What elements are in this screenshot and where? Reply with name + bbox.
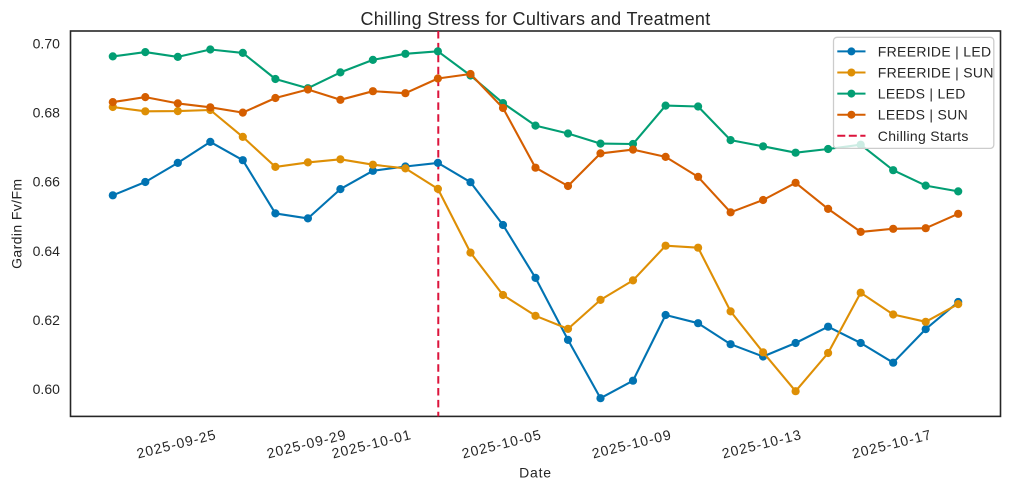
svg-text:LEEDS | LED: LEEDS | LED [878,86,966,102]
svg-text:Chilling Stress for Cultivars: Chilling Stress for Cultivars and Treatm… [360,9,710,29]
svg-text:0.62: 0.62 [33,312,60,328]
svg-text:Gardin Fv/Fm: Gardin Fv/Fm [9,179,25,269]
svg-text:LEEDS | SUN: LEEDS | SUN [878,107,968,123]
svg-text:FREERIDE | SUN: FREERIDE | SUN [878,65,994,81]
svg-text:0.70: 0.70 [33,36,60,52]
svg-text:0.68: 0.68 [33,105,60,121]
svg-text:FREERIDE | LED: FREERIDE | LED [878,43,992,59]
svg-text:0.64: 0.64 [33,243,60,259]
svg-text:0.60: 0.60 [33,381,60,397]
svg-text:Chilling Starts: Chilling Starts [878,128,969,144]
svg-text:Date: Date [519,465,552,481]
svg-text:0.66: 0.66 [33,174,60,190]
